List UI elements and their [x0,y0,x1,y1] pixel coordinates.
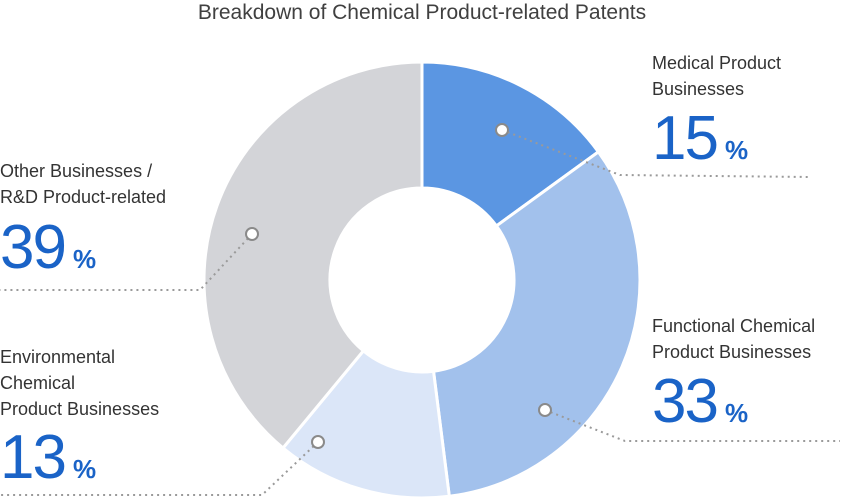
value-environmental-number: 13 [0,423,67,492]
slice-other [202,60,424,451]
label-functional: Functional Chemical Product Businesses [652,313,815,365]
value-environmental: 13% [0,427,96,489]
value-other: 39% [0,217,96,279]
chart-title: Breakdown of Chemical Product-related Pa… [197,1,647,24]
leader-line-other [0,233,253,291]
label-other: Other Businesses / R&D Product-related [0,158,166,210]
label-environmental-line-3: Product Businesses [0,399,160,419]
leader-dot-other [245,227,259,241]
slice-medical [420,60,601,229]
value-functional-number: 33 [652,367,719,436]
label-environmental-line-1: Environmental [0,347,116,367]
slice-functional [431,149,642,498]
leader-dot-functional [538,403,552,417]
label-medical: Medical Product Businesses [652,50,781,102]
label-environmental-line-2: Chemical [0,373,76,393]
value-medical-unit: % [724,135,749,165]
value-functional: 33% [652,371,748,433]
label-other-line-1: Other Businesses / [0,161,153,181]
leader-line-environmental [0,441,319,496]
label-functional-line-1: Functional Chemical [652,316,816,336]
label-other-line-2: R&D Product-related [0,187,167,207]
label-medical-line-1: Medical Product [652,53,782,73]
value-medical: 15% [652,108,748,170]
slice-environmental [280,348,451,500]
label-environmental: Environmental Chemical Product Businesse… [0,344,159,422]
value-functional-unit: % [724,398,749,428]
label-functional-line-2: Product Businesses [652,342,812,362]
leader-line-medical [501,129,811,178]
label-medical-line-2: Businesses [652,79,745,99]
value-other-number: 39 [0,213,67,282]
leader-line-functional [544,409,840,442]
value-environmental-unit: % [72,454,97,484]
leader-dot-environmental [311,435,325,449]
value-medical-number: 15 [652,104,719,173]
leader-dot-medical [495,123,509,137]
value-other-unit: % [72,244,97,274]
